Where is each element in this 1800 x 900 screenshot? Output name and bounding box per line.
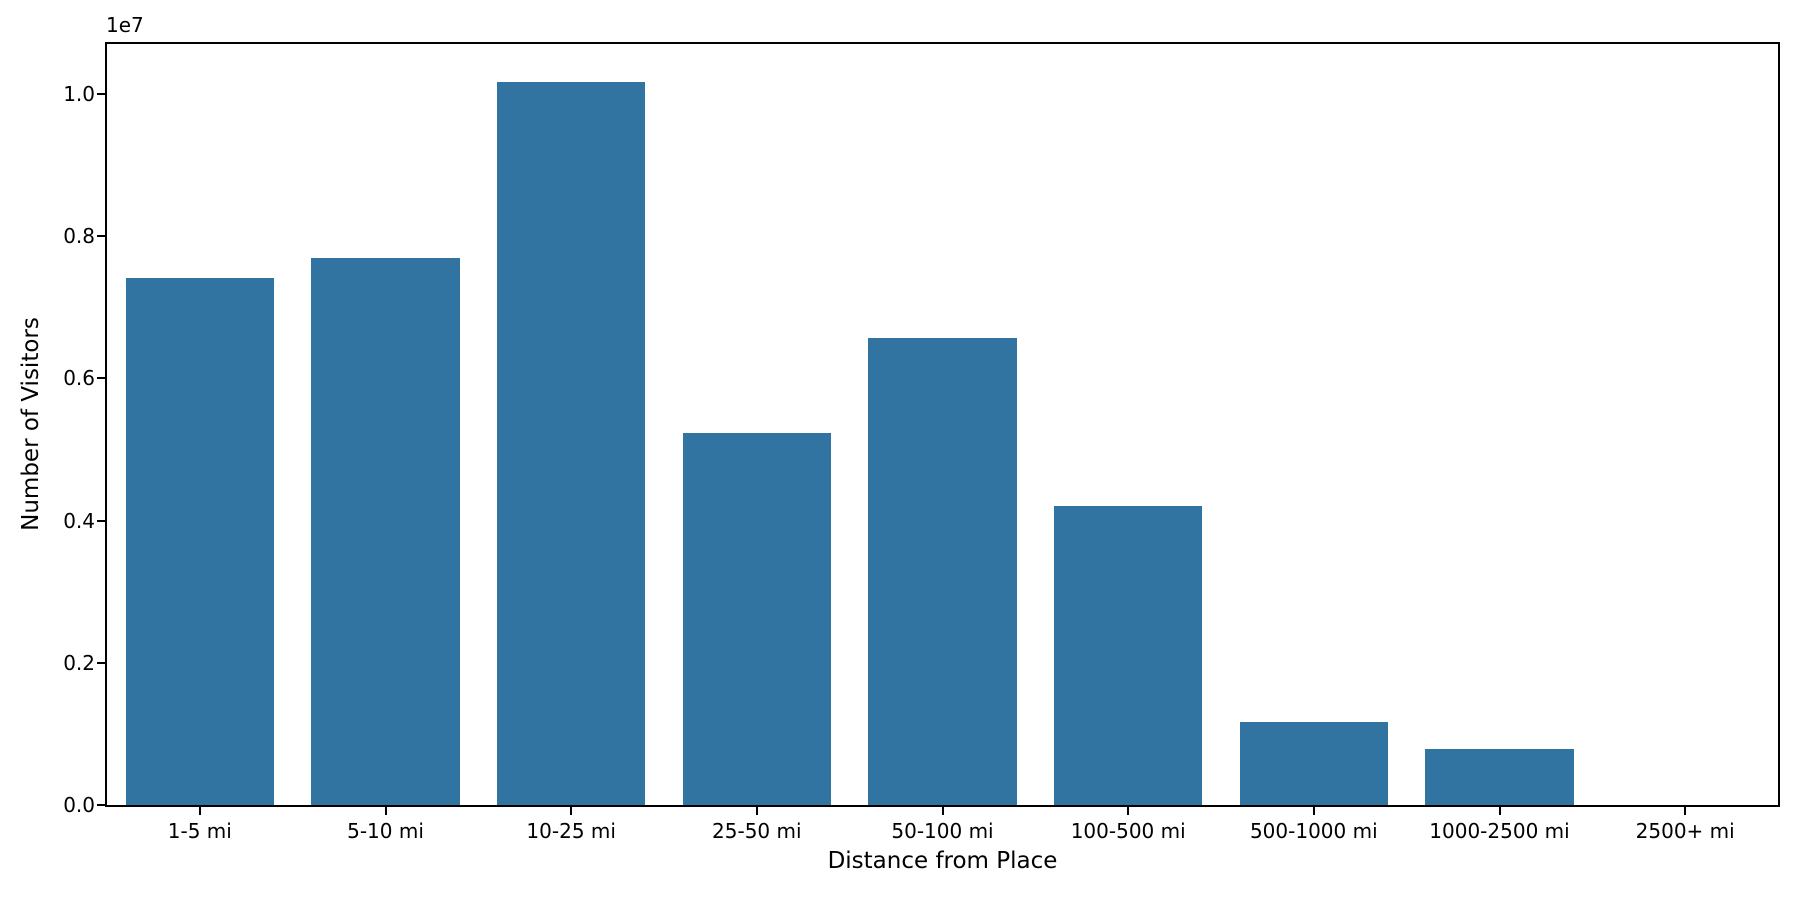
x-tick <box>570 807 573 815</box>
y-tick-label: 0.8 <box>63 224 95 248</box>
y-tick <box>97 804 105 806</box>
x-tick-label: 100-500 mi <box>1070 819 1186 843</box>
x-tick <box>1684 807 1687 815</box>
y-tick-label: 1.0 <box>63 81 95 106</box>
x-tick <box>755 807 758 815</box>
x-tick <box>198 807 201 815</box>
x-tick-label: 50-100 mi <box>891 819 994 843</box>
plot-area: 0.0 0.2 0.4 0.6 0.8 1.0 1-5 mi 5-10 mi 10-25 mi 2… <box>63 42 1780 843</box>
y-tick <box>97 92 105 95</box>
y-tick <box>97 235 105 237</box>
y-tick <box>97 519 105 522</box>
x-tick-label: 1-5 mi <box>167 819 232 843</box>
bar <box>868 338 1017 805</box>
bar <box>1053 505 1203 805</box>
y-axis-offset-label: 1e7 <box>106 13 144 37</box>
x-tick <box>941 807 944 815</box>
bar <box>125 278 275 805</box>
y-tick-label: 0.4 <box>63 508 95 533</box>
y-tick-label: 0.2 <box>63 650 95 675</box>
y-tick-label: 0.0 <box>63 793 95 817</box>
x-tick-label: 1000-2500 mi <box>1429 819 1570 843</box>
x-axis-label: Distance from Place <box>827 848 1058 874</box>
x-tick-label: 5-10 mi <box>347 819 424 843</box>
bar <box>311 258 460 805</box>
x-tick-label: 2500+ mi <box>1635 819 1735 843</box>
bar <box>1239 721 1389 805</box>
bar <box>496 82 646 805</box>
x-tick-label: 500-1000 mi <box>1249 819 1378 843</box>
x-tick-label: 25-50 mi <box>712 819 802 843</box>
x-tick-label: 10-25 mi <box>526 819 616 843</box>
y-tick <box>97 377 105 380</box>
x-tick <box>384 807 387 815</box>
bar <box>1425 748 1574 805</box>
bar <box>682 433 832 805</box>
y-tick-label: 0.6 <box>63 366 95 391</box>
y-tick <box>97 661 105 664</box>
y-axis-label: Number of Visitors <box>18 317 44 531</box>
x-tick <box>1127 807 1130 815</box>
x-tick <box>1498 807 1501 815</box>
x-tick <box>1312 807 1315 815</box>
